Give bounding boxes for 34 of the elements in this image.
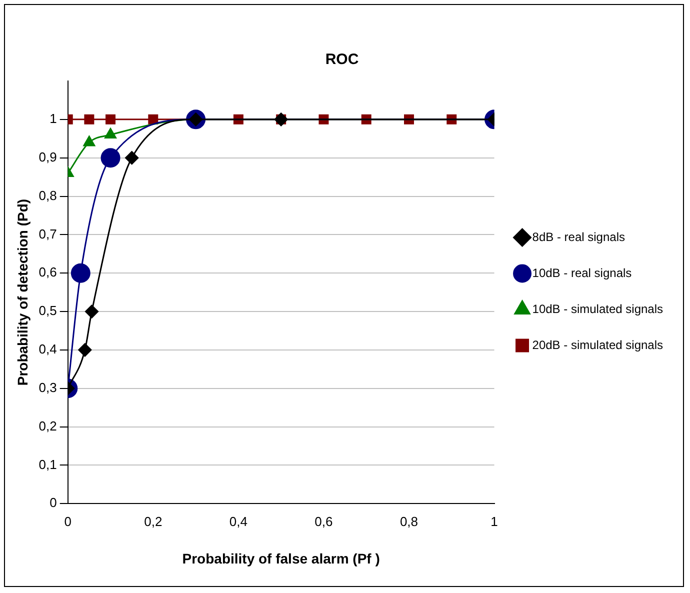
point — [84, 114, 94, 124]
y-tick-label: 0,6 — [38, 264, 57, 280]
legend-label: 20dB - simulated signals — [532, 338, 663, 352]
y-tick-label: 0,7 — [38, 226, 57, 242]
point — [125, 151, 139, 165]
legend-label: 10dB - simulated signals — [532, 302, 663, 316]
legend-label: 8dB - real signals — [532, 230, 625, 244]
x-tick-label: 1 — [490, 514, 498, 529]
chart-title: ROC — [325, 51, 359, 68]
point — [100, 148, 120, 168]
point — [78, 343, 92, 357]
y-tick-label: 0,8 — [38, 188, 57, 203]
x-tick-label: 0,2 — [144, 514, 162, 529]
point — [104, 128, 116, 139]
y-tick-label: 0,1 — [38, 456, 57, 472]
legend-label: 10dB - real signals — [532, 266, 632, 280]
point — [148, 114, 158, 124]
x-tick-label: 0,8 — [400, 514, 418, 529]
y-tick-label: 0 — [50, 495, 57, 510]
point — [83, 136, 96, 146]
point — [70, 263, 90, 283]
x-tick-label: 0,6 — [314, 514, 333, 529]
y-tick-label: 0,3 — [38, 380, 57, 395]
point — [85, 304, 98, 318]
y-tick-label: 0,4 — [38, 342, 57, 357]
point — [106, 114, 116, 124]
x-tick-label: 0 — [64, 514, 72, 529]
y-axis-title: Probability of detection (Pd) — [14, 198, 30, 386]
x-tick-label: 0,4 — [229, 514, 248, 529]
x-axis-title: Probability of false alarm (Pf ) — [182, 550, 380, 566]
y-tick-label: 0,9 — [38, 149, 57, 164]
y-tick-label: 1 — [50, 110, 57, 126]
y-tick-label: 0,5 — [38, 303, 57, 318]
y-tick-label: 0,2 — [38, 418, 57, 434]
